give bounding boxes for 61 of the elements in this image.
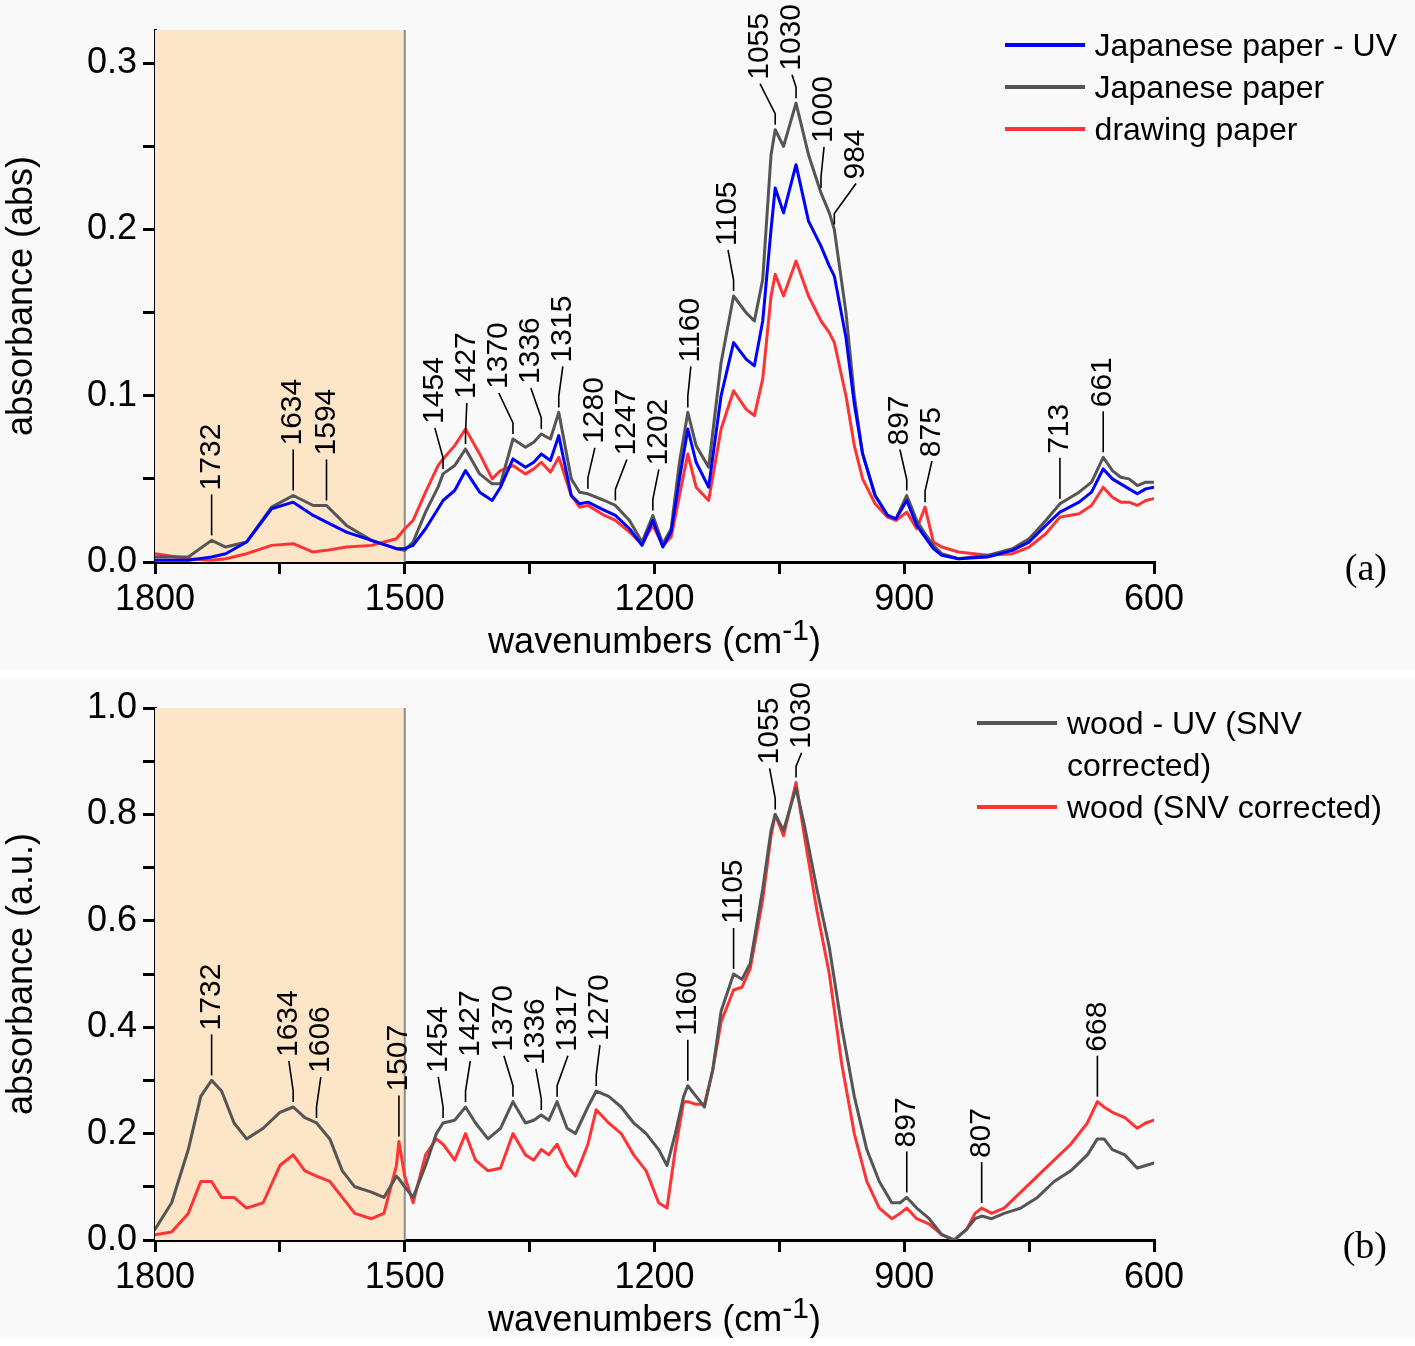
legend-label: wood (SNV corrected) [1067,788,1382,827]
x-tick-label: 1500 [364,1254,445,1296]
annotation: 1634 [274,378,308,446]
annotation: 1336 [517,998,551,1065]
text: (b) [1342,1223,1387,1267]
legend-label: Japanese paper [1094,68,1325,107]
legend-label: wood - UV (SNV corrected) [1067,704,1303,785]
annotation: 1606 [302,1006,336,1073]
annotation: 1105 [714,859,748,924]
annotation: 1247 [608,388,642,456]
annotation: 1280 [576,377,610,444]
annotation: 897 [881,395,915,446]
annotation: 1454 [416,357,450,424]
y-tick-label: 0.6 [86,897,137,939]
annotation: 1317 [549,984,583,1052]
y-tick-label: 0.3 [86,40,137,82]
annotation: 1105 [709,181,743,246]
annotation: 661 [1084,357,1118,408]
x-tick-label: 600 [1123,576,1185,618]
annotation: 1030 [773,3,807,71]
annotation: 1160 [669,971,703,1036]
legend-label: drawing paper [1094,110,1298,149]
annotation: 1427 [448,332,482,399]
y-axis-title: absorbance (abs) [0,155,40,437]
annotation: 807 [962,1108,996,1159]
y-tick-label: 0.1 [86,372,137,414]
text: (a) [1344,545,1387,589]
x-tick-label: 900 [874,576,935,618]
annotation: 1000 [805,76,839,143]
annotation: 1370 [485,984,519,1052]
y-axis-title: absorbance (a.u.) [0,832,40,1116]
annotation: 1634 [270,990,304,1057]
annotation: 1336 [512,317,546,384]
annotation: 1270 [581,974,615,1042]
annotation: 1030 [782,681,816,749]
annotation: 1507 [380,1024,414,1092]
annotation: 1370 [480,322,514,389]
annotation: 984 [837,129,871,180]
annotation: 1315 [544,295,578,363]
x-tick-label: 600 [1123,1254,1185,1296]
annotation: 1055 [750,697,784,765]
annotation: 1454 [419,1006,453,1073]
annotation: 1427 [451,990,485,1057]
annotation: 1732 [192,963,226,1031]
annotation: 713 [1041,403,1075,454]
legend-label: Japanese paper - UV [1094,26,1397,65]
y-tick-label: 1.0 [86,684,137,726]
annotation: 1202 [640,398,674,466]
annotation: 1055 [741,13,775,80]
annotation: 897 [888,1097,922,1148]
annotation: 668 [1078,1001,1112,1052]
annotation: 1594 [307,388,341,456]
x-tick-label: 900 [874,1254,935,1296]
y-tick-label: 0.2 [86,1110,137,1152]
x-tick-label: 1500 [364,576,445,618]
y-tick-label: 0.2 [86,206,137,248]
annotation: 875 [913,407,947,458]
y-tick-label: 0.4 [86,1004,137,1046]
y-tick-label: 0.8 [86,791,137,833]
annotation: 1160 [672,297,706,363]
annotation: 1732 [192,423,226,491]
